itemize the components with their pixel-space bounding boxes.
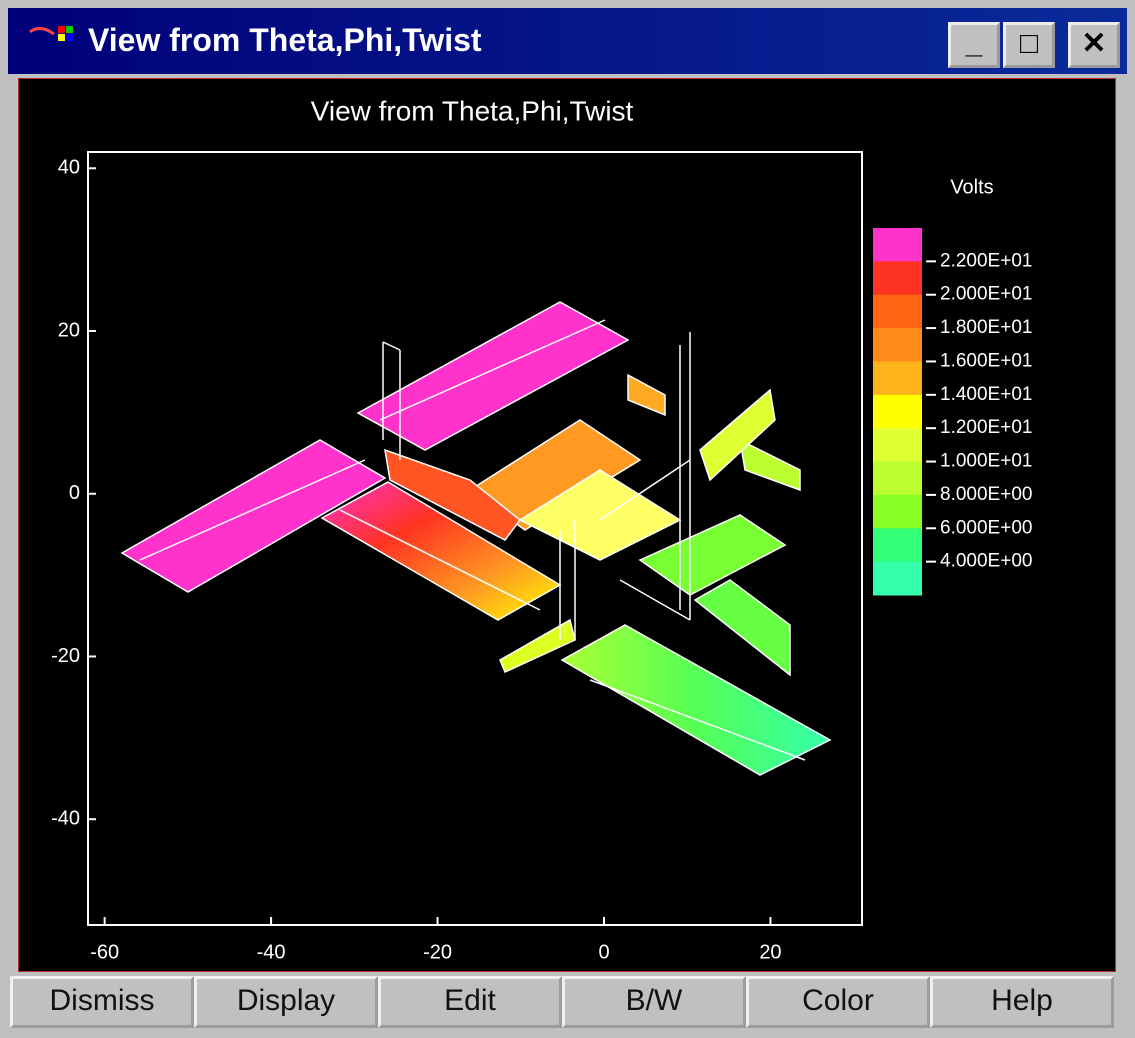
- minimize-button[interactable]: _: [948, 22, 1000, 68]
- x-tick-label: -20: [423, 941, 452, 963]
- colorbar-swatch: [873, 328, 922, 362]
- colorbar-label: Volts: [950, 176, 993, 198]
- colorbar-swatch: [873, 261, 922, 296]
- button-bar: Dismiss Display Edit B/W Color Help: [10, 976, 1114, 1028]
- colorbar-swatch: [873, 528, 922, 563]
- button[interactable]: Help: [930, 976, 1114, 1028]
- button[interactable]: Color: [746, 976, 930, 1028]
- x-tick-label: 0: [598, 941, 609, 963]
- colorbar-swatch: [873, 494, 922, 529]
- colorbar-tick-label: 4.000E+00: [940, 551, 1032, 572]
- colorbar-swatch: [873, 561, 922, 596]
- button[interactable]: B/W: [562, 976, 746, 1028]
- x-tick-label: -40: [257, 941, 286, 963]
- colorbar-tick-label: 1.800E+01: [940, 317, 1032, 338]
- button[interactable]: Display: [194, 976, 378, 1028]
- colorbar-tick-label: 1.400E+01: [940, 384, 1032, 405]
- y-tick-label: 20: [58, 319, 80, 341]
- maximize-button[interactable]: □: [1003, 22, 1055, 68]
- app-icon: [29, 26, 73, 41]
- colorbar-swatch: [873, 394, 922, 429]
- colorbar: 2.200E+01 2.000E+01 1.800E+01 1.600E+01 1.40…: [873, 228, 1032, 596]
- colorbar-swatch: [873, 228, 922, 262]
- close-button[interactable]: ✕: [1068, 22, 1120, 68]
- button[interactable]: Edit: [378, 976, 562, 1028]
- plot-frame: [87, 151, 863, 926]
- x-tick-label: -60: [90, 941, 119, 963]
- colorbar-swatch: [873, 294, 922, 329]
- plot-title: View from Theta,Phi,Twist: [311, 95, 634, 126]
- y-tick-label: -40: [51, 808, 80, 830]
- title-bar: View from Theta,Phi,Twist _ □ ✕: [8, 8, 1127, 74]
- window-title: View from Theta,Phi,Twist: [88, 22, 482, 58]
- colorbar-swatch: [873, 461, 922, 496]
- plot-area: View from Theta,Phi,Twist: [18, 78, 1116, 972]
- colorbar-tick-label: 1.200E+01: [940, 417, 1032, 438]
- y-tick-label: -20: [51, 645, 80, 667]
- colorbar-tick-label: 6.000E+00: [940, 517, 1032, 538]
- x-tick-label: 20: [759, 941, 781, 963]
- colorbar-tick-label: 8.000E+00: [940, 484, 1032, 505]
- station-model: [120, 301, 832, 776]
- y-tick-label: 0: [69, 482, 80, 504]
- colorbar-tick-label: 2.000E+01: [940, 284, 1032, 305]
- colorbar-swatch: [873, 428, 922, 463]
- colorbar-tick-label: 1.000E+01: [940, 451, 1032, 472]
- colorbar-tick-label: 1.600E+01: [940, 350, 1032, 371]
- button[interactable]: Dismiss: [10, 976, 194, 1028]
- colorbar-tick-label: 2.200E+01: [940, 250, 1032, 271]
- y-tick-label: 40: [58, 157, 80, 179]
- colorbar-swatch: [873, 361, 922, 396]
